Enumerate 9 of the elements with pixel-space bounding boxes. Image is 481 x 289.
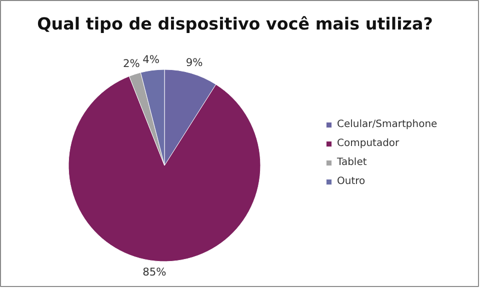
chart-title: Qual tipo de dispositivo você mais utiliza? xyxy=(37,14,433,34)
data-label: 9% xyxy=(186,56,203,70)
data-label: 2% xyxy=(122,57,140,70)
legend-label: Celular/Smartphone xyxy=(337,119,438,130)
legend-label: Outro xyxy=(337,176,366,187)
data-label: 85% xyxy=(142,266,166,279)
data-label: 4% xyxy=(142,52,160,66)
legend-label: Tablet xyxy=(337,157,367,168)
legend-label: Computador xyxy=(337,138,400,149)
